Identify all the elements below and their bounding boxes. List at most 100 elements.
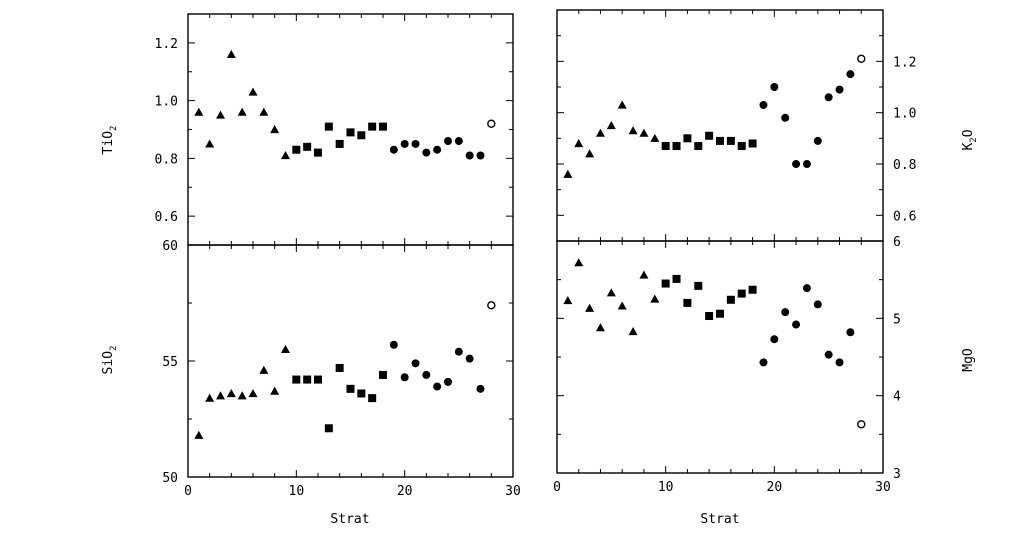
data-point-circle-k2o (846, 70, 855, 79)
y-tick-label-mgo: 5 (893, 312, 901, 327)
data-point-square-tio2 (314, 148, 322, 157)
data-point-circle-k2o (770, 83, 779, 91)
data-point-square-mgo (748, 285, 757, 294)
panel-sio2: 50 55 60 0 10 20 30 (162, 239, 520, 499)
y-tick-label-tio2: 0.8 (155, 152, 178, 167)
y-tick-label-k2o: 0.6 (893, 209, 916, 224)
data-point-circle-mgo (824, 350, 833, 359)
data-point-triangle-k2o (606, 121, 616, 130)
data-point-triangle-tio2 (237, 107, 247, 116)
ylabel-k2o: K2O (961, 129, 979, 150)
x-tick-label-mgo: 10 (658, 480, 674, 495)
data-point-triangle-sio2 (205, 393, 215, 402)
data-point-triangle-tio2 (248, 87, 258, 96)
y-tick-label-k2o: 0.8 (893, 158, 916, 173)
data-point-square-tio2 (303, 142, 312, 151)
data-point-square-mgo (683, 298, 692, 307)
data-point-square-tio2 (379, 122, 387, 131)
data-point-square-sio2 (368, 394, 377, 403)
data-point-open-circle-k2o (857, 54, 866, 63)
data-point-square-mgo (716, 309, 724, 318)
y-tick-label-tio2: 0.6 (155, 210, 178, 225)
data-point-circle-k2o (781, 113, 790, 122)
y-tick-label-tio2: 1.0 (155, 95, 178, 110)
xlabel-left: Strat (330, 512, 369, 527)
data-point-square-sio2 (346, 384, 355, 393)
data-point-circle-mgo (759, 358, 768, 367)
data-point-triangle-mgo (563, 296, 573, 305)
y-tick-label-sio2: 60 (162, 239, 178, 254)
data-point-square-sio2 (314, 375, 322, 384)
data-point-circle-k2o (813, 136, 822, 145)
data-point-square-mgo (672, 274, 681, 283)
y-tick-label-mgo: 3 (893, 467, 901, 482)
data-point-triangle-mgo (639, 270, 649, 279)
data-point-square-sio2 (324, 424, 333, 433)
data-point-circle-mgo (846, 328, 855, 337)
data-point-triangle-sio2 (270, 386, 280, 395)
data-point-triangle-mgo (628, 326, 638, 336)
data-point-triangle-sio2 (226, 388, 236, 398)
data-point-triangle-mgo (585, 303, 595, 312)
y-tick-label-mgo: 6 (893, 235, 901, 250)
data-point-triangle-tio2 (281, 150, 290, 160)
panel-mgo: 3 4 5 6 0 10 20 30 (553, 235, 901, 495)
data-point-circle-mgo (802, 284, 811, 293)
data-point-square-tio2 (292, 145, 301, 154)
xlabel-right: Strat (700, 512, 739, 527)
data-point-circle-mgo (770, 335, 779, 344)
data-point-circle-mgo (813, 300, 822, 309)
data-point-triangle-k2o (563, 169, 573, 178)
data-point-circle-mgo (781, 308, 790, 317)
data-point-circle-k2o (835, 85, 844, 94)
data-point-triangle-sio2 (281, 344, 290, 353)
y-tick-label-sio2: 50 (162, 471, 178, 486)
data-point-circle-sio2 (444, 377, 452, 386)
data-point-square-mgo (694, 281, 703, 290)
data-point-square-sio2 (292, 375, 301, 384)
data-point-square-sio2 (357, 389, 366, 398)
x-tick-label-sio2: 30 (505, 484, 521, 499)
data-point-square-mgo (661, 279, 670, 288)
data-point-triangle-k2o (639, 128, 649, 137)
data-point-triangle-sio2 (194, 430, 204, 439)
data-point-open-circle-mgo (857, 420, 866, 429)
ylabel-tio2: TiO2 (101, 126, 119, 155)
data-point-triangle-k2o (617, 100, 627, 109)
data-point-square-k2o (705, 131, 714, 140)
data-point-circle-sio2 (465, 354, 474, 363)
data-point-square-tio2 (335, 139, 344, 148)
data-point-triangle-tio2 (205, 139, 215, 148)
ylabel-mgo: MgO (961, 348, 976, 372)
x-tick-label-mgo: 0 (553, 480, 561, 495)
data-point-square-tio2 (357, 131, 366, 140)
data-point-triangle-k2o (595, 128, 605, 137)
data-point-square-tio2 (368, 122, 377, 131)
data-point-circle-tio2 (433, 145, 442, 154)
x-tick-label-mgo: 30 (875, 480, 891, 495)
data-point-square-k2o (672, 142, 681, 151)
data-point-triangle-mgo (617, 301, 627, 310)
data-point-square-k2o (661, 142, 670, 151)
data-point-circle-k2o (759, 100, 768, 109)
data-point-triangle-k2o (628, 126, 638, 135)
y-tick-label-k2o: 1.2 (893, 55, 916, 70)
y-tick-label-tio2: 1.2 (155, 37, 178, 52)
data-point-circle-tio2 (454, 137, 463, 146)
data-point-open-circle-tio2 (487, 119, 496, 128)
data-point-square-sio2 (303, 375, 312, 384)
data-point-square-k2o (748, 139, 757, 148)
data-point-circle-tio2 (389, 145, 398, 154)
data-point-triangle-mgo (606, 288, 616, 297)
data-point-circle-sio2 (476, 384, 485, 393)
panel-tio2: 0.6 0.8 1.0 1.2 (155, 13, 514, 246)
ylabel-sio2: SiO2 (101, 346, 119, 375)
data-point-triangle-tio2 (226, 49, 236, 59)
data-point-circle-sio2 (400, 373, 409, 382)
data-point-circle-k2o (824, 93, 833, 102)
data-point-square-sio2 (335, 363, 344, 372)
data-point-triangle-k2o (585, 149, 595, 158)
data-point-square-tio2 (324, 122, 333, 131)
data-point-triangle-mgo (574, 258, 584, 267)
